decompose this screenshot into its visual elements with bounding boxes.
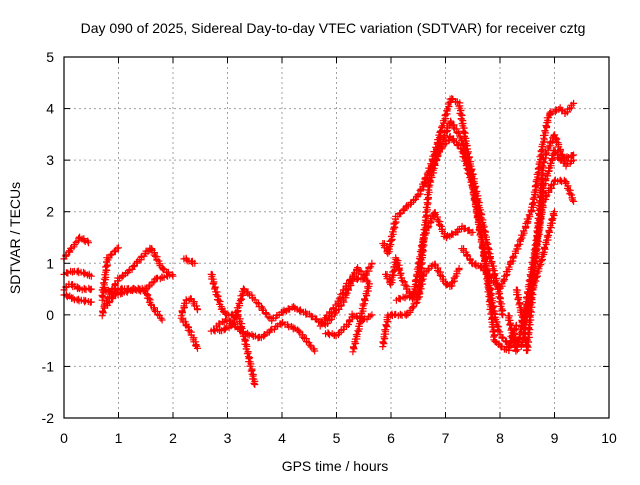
- grid: [64, 57, 609, 418]
- axis-ticks: 0 1 2 3 4 5 6 7 8 9 10 -2 -1 0 1 2 3 4 5: [42, 49, 617, 446]
- plus-markers: [213, 316, 319, 355]
- y-tick-label: -2: [42, 410, 55, 426]
- series-trace-8: [104, 272, 172, 309]
- chart-title: Day 090 of 2025, Sidereal Day-to-day VTE…: [81, 20, 586, 36]
- data-markers: [60, 95, 578, 388]
- y-tick-label: 0: [46, 307, 54, 323]
- plus-markers: [177, 314, 201, 352]
- series-trace-1: [60, 233, 92, 263]
- x-tick-label: 7: [442, 430, 450, 446]
- plus-markers: [104, 272, 172, 309]
- plus-markers: [512, 131, 578, 354]
- x-tick-label: 5: [333, 430, 341, 446]
- plus-markers: [349, 280, 373, 356]
- x-tick-label: 0: [60, 430, 68, 446]
- x-tick-label: 8: [496, 430, 504, 446]
- series-trace-16: [316, 264, 373, 330]
- plus-markers: [180, 254, 199, 267]
- plus-markers: [420, 133, 520, 354]
- series-trace-22: [420, 133, 520, 354]
- plus-markers: [60, 267, 95, 280]
- y-tick-label: 5: [46, 49, 54, 65]
- x-tick-label: 4: [278, 430, 286, 446]
- x-tick-label: 9: [551, 430, 559, 446]
- series-trace-11: [177, 314, 201, 352]
- y-tick-label: -1: [42, 358, 55, 374]
- x-tick-label: 2: [169, 430, 177, 446]
- plus-markers: [458, 99, 578, 292]
- plus-markers: [60, 233, 92, 263]
- series-trace-9: [180, 254, 199, 267]
- x-tick-label: 10: [601, 430, 617, 446]
- plus-markers: [316, 264, 373, 330]
- series-trace-14: [213, 316, 319, 355]
- y-tick-label: 4: [46, 101, 54, 117]
- y-tick-label: 3: [46, 152, 54, 168]
- y-axis-label: SDTVAR / TECUs: [7, 182, 23, 294]
- series-trace-17: [349, 280, 373, 356]
- x-tick-label: 1: [115, 430, 123, 446]
- x-tick-label: 6: [387, 430, 395, 446]
- x-tick-label: 3: [224, 430, 232, 446]
- series-trace-2: [60, 267, 95, 280]
- series-trace-27: [512, 131, 578, 354]
- y-tick-label: 1: [46, 255, 54, 271]
- y-tick-label: 2: [46, 204, 54, 220]
- plot-frame: [63, 56, 610, 419]
- x-axis-label: GPS time / hours: [282, 458, 389, 474]
- series-trace-23: [458, 99, 578, 292]
